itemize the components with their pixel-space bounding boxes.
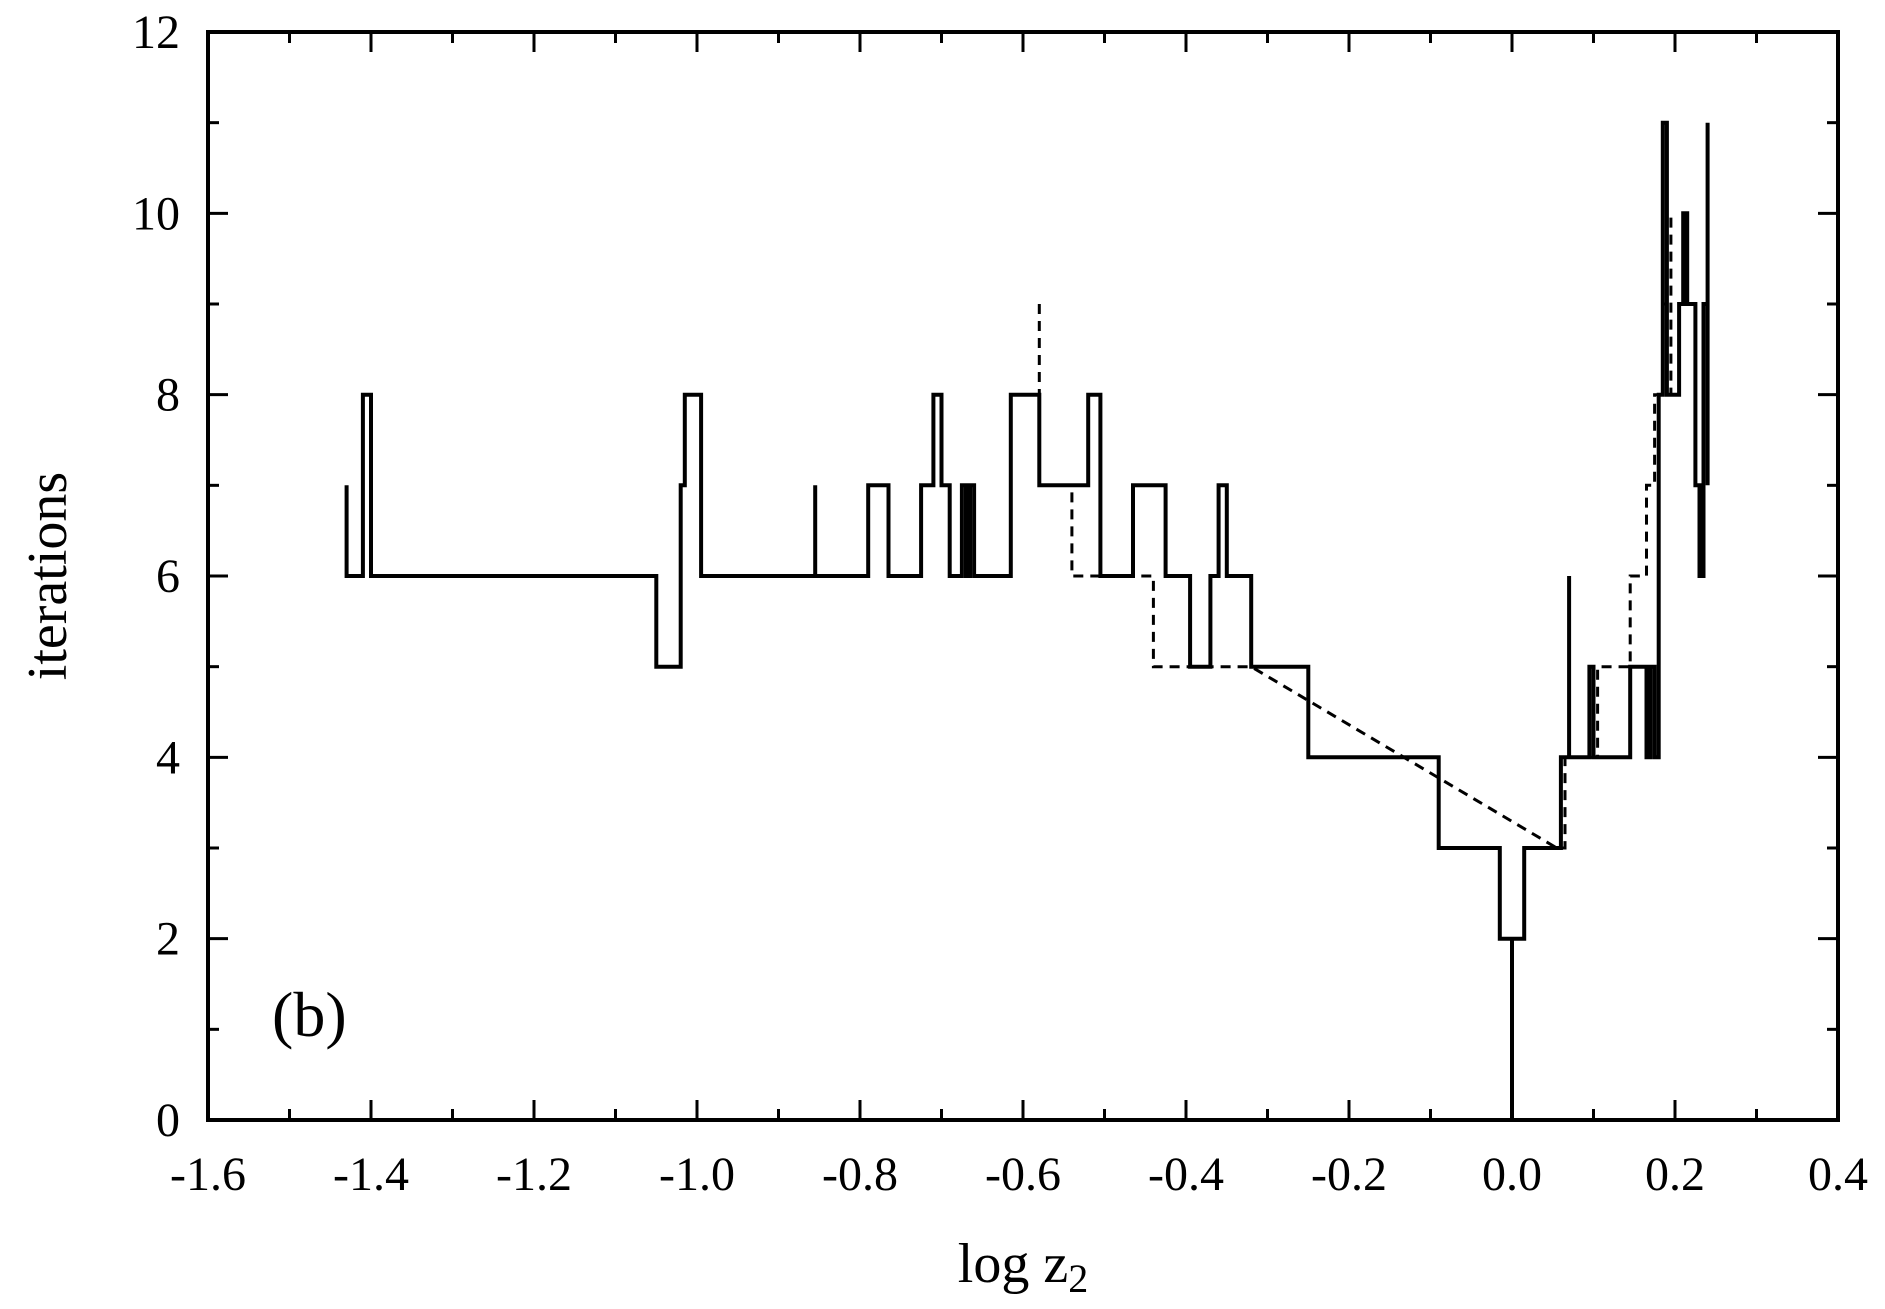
plot-frame (206, 30, 1840, 1122)
y-tick-label: 8 (156, 369, 180, 422)
x-axis-title-subscript: 2 (1068, 1256, 1088, 1301)
x-tick-label: 0.2 (1645, 1148, 1705, 1201)
x-tick-labels: -1.6 -1.4 -1.2 -1.0 -0.8 -0.6 -0.4 -0.2 0.0 0.2 0.… (170, 1148, 1868, 1201)
x-axis-title-base: log z (958, 1233, 1068, 1295)
y-tick-label: 4 (156, 731, 180, 784)
panel-label: (b) (272, 979, 347, 1050)
x-tick-label: -0.2 (1311, 1148, 1387, 1201)
x-tick-label: -1.6 (170, 1148, 246, 1201)
x-axis-title: log z2 (958, 1233, 1088, 1301)
x-tick-label: -1.0 (659, 1148, 735, 1201)
y-axis-title: iterations (17, 472, 79, 680)
x-tick-label: 0.0 (1482, 1148, 1542, 1201)
x-tick-label: -0.6 (985, 1148, 1061, 1201)
x-tick-label: -1.4 (333, 1148, 409, 1201)
y-tick-label: 2 (156, 913, 180, 966)
y-tick-label: 0 (156, 1094, 180, 1147)
y-tick-label: 12 (132, 6, 180, 59)
x-tick-label: -1.2 (496, 1148, 572, 1201)
x-tick-label: -0.8 (822, 1148, 898, 1201)
series-layer (344, 120, 1710, 1120)
solid-series-line (344, 120, 1710, 1120)
y-tick-labels: 0 2 4 6 8 10 12 (132, 6, 180, 1147)
y-tick-label: 10 (132, 187, 180, 240)
dashed-series-line (1037, 211, 1673, 850)
y-tick-label: 6 (156, 550, 180, 603)
x-tick-label: 0.4 (1808, 1148, 1868, 1201)
x-tick-label: -0.4 (1148, 1148, 1224, 1201)
